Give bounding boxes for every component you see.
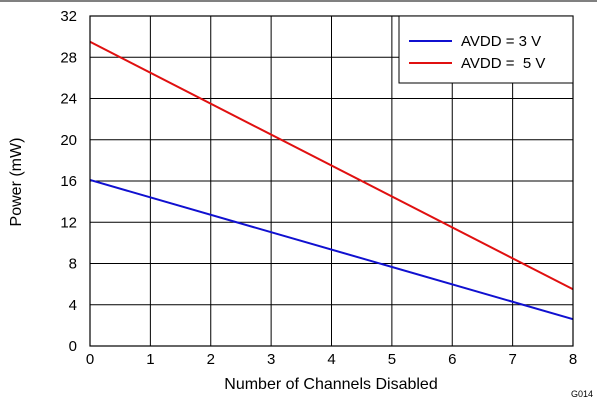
y-tick-labels: 0 4 8 12 16 20 24 28 32 — [60, 8, 77, 355]
x-tick-label: 0 — [86, 351, 94, 368]
series-line-1 — [89, 40, 574, 291]
plot-frame — [89, 15, 574, 347]
y-tick-label: 8 — [69, 256, 77, 273]
y-tick-label: 0 — [69, 338, 77, 355]
figure-code: G014 — [571, 389, 593, 399]
x-tick-labels: 0 1 2 3 4 5 6 7 8 — [86, 351, 577, 368]
x-tick-label: 7 — [508, 351, 516, 368]
legend-label-avdd-5v: AVDD = 5 V — [461, 55, 545, 72]
y-tick-label: 24 — [60, 91, 77, 108]
y-tick-label: 12 — [60, 214, 77, 231]
x-tick-label: 4 — [327, 351, 335, 368]
y-tick-label: 20 — [60, 132, 77, 149]
x-tick-label: 1 — [146, 351, 154, 368]
x-tick-label: 2 — [207, 351, 215, 368]
y-tick-label: 28 — [60, 49, 77, 66]
series-line-0 — [89, 179, 574, 321]
y-tick-label: 32 — [60, 8, 77, 25]
y-tick-label: 16 — [60, 173, 77, 190]
y-tick-label: 4 — [69, 297, 77, 314]
x-tick-label: 3 — [267, 351, 275, 368]
legend-box — [398, 15, 574, 84]
y-axis-title: Power (mW) — [8, 138, 25, 227]
legend: AVDD = 3 V AVDD = 5 V — [398, 15, 574, 84]
x-tick-label: 8 — [569, 351, 577, 368]
x-tick-label: 6 — [448, 351, 456, 368]
x-tick-label: 5 — [388, 351, 396, 368]
legend-label-avdd-3v: AVDD = 3 V — [461, 33, 541, 50]
series-lines — [89, 40, 574, 321]
x-axis-title: Number of Channels Disabled — [224, 376, 437, 393]
